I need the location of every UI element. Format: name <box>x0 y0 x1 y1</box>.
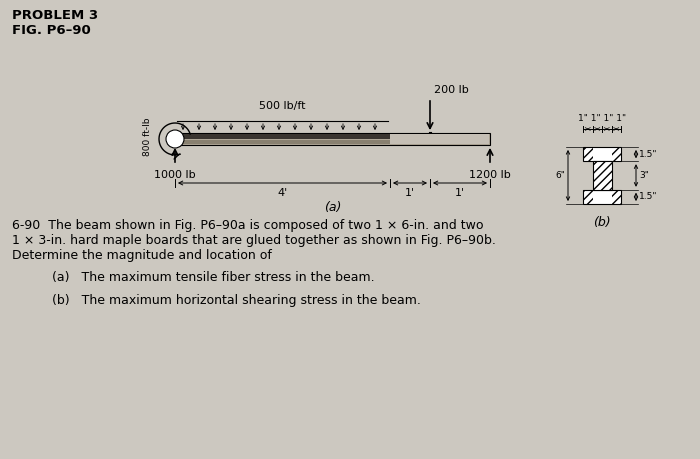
Text: 1" 1" 1" 1": 1" 1" 1" 1" <box>578 114 626 123</box>
Text: 200 lb: 200 lb <box>434 85 469 95</box>
Text: 1200 lb: 1200 lb <box>469 170 511 180</box>
Bar <box>176 140 390 144</box>
Bar <box>583 147 621 161</box>
Bar <box>612 190 621 204</box>
Text: (a)   The maximum tensile fiber stress in the beam.: (a) The maximum tensile fiber stress in … <box>52 272 374 285</box>
Bar <box>583 190 621 204</box>
Bar <box>176 134 390 139</box>
Text: 1 × 3-in. hard maple boards that are glued together as shown in Fig. P6–90b.: 1 × 3-in. hard maple boards that are glu… <box>12 234 496 247</box>
Bar <box>390 134 489 144</box>
Text: 1': 1' <box>405 188 415 198</box>
Text: Determine the magnitude and location of: Determine the magnitude and location of <box>12 249 272 262</box>
Circle shape <box>166 130 184 148</box>
Bar <box>583 190 592 204</box>
Text: 4': 4' <box>277 188 288 198</box>
Text: FIG. P6–90: FIG. P6–90 <box>12 24 91 37</box>
Bar <box>583 147 592 161</box>
Bar <box>175 133 490 145</box>
Bar <box>612 147 621 161</box>
Text: 500 lb/ft: 500 lb/ft <box>259 101 306 111</box>
Bar <box>592 161 612 190</box>
Text: 800 ft-lb: 800 ft-lb <box>143 118 151 156</box>
Text: 1.5": 1.5" <box>639 150 657 159</box>
Text: PROBLEM 3: PROBLEM 3 <box>12 9 98 22</box>
Text: 3": 3" <box>639 171 649 180</box>
Text: 1000 lb: 1000 lb <box>154 170 196 180</box>
Text: 1.5": 1.5" <box>639 192 657 202</box>
Text: (b): (b) <box>593 216 611 229</box>
Text: 6-90  The beam shown in Fig. P6–90a is composed of two 1 × 6-in. and two: 6-90 The beam shown in Fig. P6–90a is co… <box>12 219 484 232</box>
Text: (a): (a) <box>324 201 341 214</box>
Text: (b)   The maximum horizontal shearing stress in the beam.: (b) The maximum horizontal shearing stre… <box>52 294 421 307</box>
Text: 6": 6" <box>555 171 565 180</box>
Text: 1': 1' <box>455 188 465 198</box>
Bar <box>592 161 612 190</box>
